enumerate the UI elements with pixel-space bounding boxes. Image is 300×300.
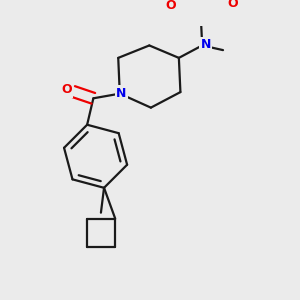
Text: O: O (61, 83, 72, 96)
Text: O: O (227, 0, 238, 10)
Text: N: N (116, 86, 127, 100)
Text: N: N (201, 38, 211, 51)
Text: O: O (165, 0, 176, 12)
